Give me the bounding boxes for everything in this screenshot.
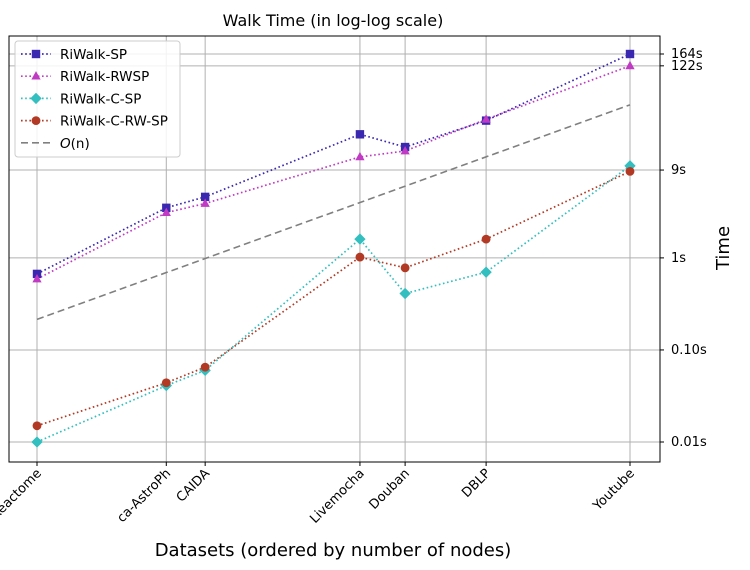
plot-frame bbox=[8, 35, 661, 463]
data-point bbox=[32, 269, 42, 279]
series-line bbox=[36, 170, 631, 427]
legend-label: O(n) bbox=[60, 136, 90, 152]
data-point bbox=[400, 263, 410, 273]
legend: RiWalk-SP RiWalk-RWSP RiWalk-C-SP RiWalk-C-… bbox=[14, 40, 181, 158]
data-point bbox=[400, 145, 410, 155]
data-point bbox=[625, 166, 635, 176]
data-point bbox=[625, 49, 635, 59]
x-tick-label: CAIDA bbox=[174, 466, 213, 505]
data-point bbox=[480, 266, 492, 278]
data-point bbox=[32, 421, 42, 431]
data-point bbox=[399, 287, 411, 300]
data-point bbox=[161, 207, 171, 217]
data-point bbox=[625, 60, 635, 70]
x-tick-label: Livemocha bbox=[307, 466, 367, 526]
data-point bbox=[481, 114, 491, 123]
y-tick-label: 122s bbox=[671, 59, 703, 74]
data-point bbox=[31, 71, 41, 80]
data-point bbox=[200, 198, 210, 207]
x-tick-label: Youtube bbox=[590, 466, 638, 514]
data-point bbox=[30, 92, 42, 105]
legend-label: RiWalk-C-SP bbox=[60, 91, 141, 107]
y-tick-label: 1s bbox=[671, 251, 686, 266]
data-point bbox=[31, 49, 41, 59]
x-tick-label: Douban bbox=[367, 466, 413, 512]
data-point bbox=[31, 436, 43, 448]
data-point bbox=[481, 234, 491, 244]
x-axis-title: Datasets (ordered by number of nodes) bbox=[155, 540, 512, 561]
x-tick-label: ca-AstroPh bbox=[114, 466, 174, 526]
data-point bbox=[355, 130, 365, 139]
data-point bbox=[200, 192, 210, 202]
data-point bbox=[161, 378, 171, 388]
legend-label: RiWalk-RWSP bbox=[60, 69, 149, 85]
y-tick-label: 0.01s bbox=[671, 435, 707, 450]
series-line bbox=[36, 165, 631, 443]
series-markers bbox=[31, 49, 636, 448]
data-point bbox=[355, 151, 365, 161]
data-point bbox=[31, 116, 41, 126]
y-tick-label: 0.10s bbox=[671, 343, 707, 358]
y-axis-title: Time bbox=[713, 226, 734, 271]
x-tick-label: DBLP bbox=[459, 466, 494, 501]
data-point bbox=[32, 273, 42, 283]
data-point bbox=[200, 362, 210, 372]
y-tick-label: 9s bbox=[671, 163, 686, 178]
x-tick-label: Reactome bbox=[0, 466, 45, 523]
legend-label: RiWalk-SP bbox=[60, 47, 127, 63]
series-line bbox=[36, 104, 631, 321]
legend-box bbox=[14, 40, 181, 158]
data-point bbox=[355, 252, 365, 262]
data-point bbox=[354, 233, 366, 245]
legend-label: RiWalk-C-RW-SP bbox=[60, 114, 168, 130]
chart-title: Walk Time (in log-log scale) bbox=[223, 11, 444, 30]
y-tick-label: 164s bbox=[671, 47, 703, 62]
